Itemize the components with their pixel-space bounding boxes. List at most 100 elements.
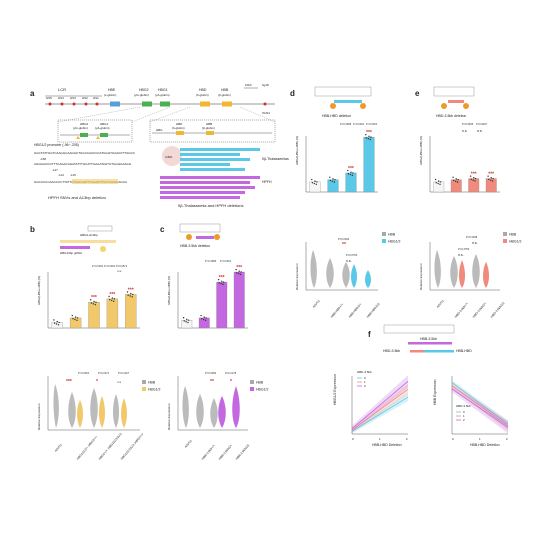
d-pval-2: P<0.0001 <box>353 122 365 126</box>
right-hs-label: 3'HS1 <box>262 111 270 115</box>
c-del-bar <box>196 236 214 239</box>
hs4-mark <box>60 102 64 106</box>
c-dot-0-0 <box>182 317 185 319</box>
e-dot-0-0 <box>434 178 437 181</box>
e-dot-2-2 <box>472 179 474 181</box>
f-right-xlabel: HBB-HBD Deletion <box>470 443 500 447</box>
b-violin-4 <box>90 388 98 428</box>
b-lx-3: HBG1+/+ ;HBG2Δ13/Δ13 <box>98 432 123 461</box>
e-dot-1-4 <box>457 178 459 181</box>
c-legend-hbg-swatch <box>250 387 254 391</box>
e-sig-3: *** <box>488 172 494 178</box>
d-lower-pval-1: P=0.0034 <box>338 237 350 241</box>
b-dot-0-1 <box>57 324 60 326</box>
b-dot-0-4 <box>58 321 60 324</box>
e-del-bar <box>448 100 464 103</box>
f-right-legend-title: HBD-3.5kb <box>456 404 471 408</box>
e-violin-2 <box>450 256 458 288</box>
c-dot-3-2 <box>237 272 240 275</box>
e-dot-3-0 <box>487 175 489 177</box>
thal-del-1 <box>180 148 260 151</box>
d-lx-3: HBB-HBDΔ/+ <box>348 302 363 319</box>
e-violin-1 <box>434 250 441 288</box>
d-sig-2: *** <box>348 166 354 172</box>
f-right-chart <box>451 376 509 435</box>
b-dot-3-5 <box>111 297 114 299</box>
c-upper-chart: *** *** <box>177 265 248 329</box>
hbd-sub: (δ-globin) <box>196 93 209 97</box>
b-dot-2-1 <box>94 303 97 306</box>
d-lower-pval-2: P=0.6750 <box>346 253 358 257</box>
fr-series-2 <box>451 388 509 428</box>
f-left-ylabel: HBG1/2 Expression <box>333 374 337 405</box>
e-ns-1: n.s. <box>462 129 468 133</box>
b-sig-4: *** <box>128 287 134 293</box>
c-bar-1 <box>198 317 210 329</box>
b-dot-1-3 <box>72 318 74 320</box>
e-dot-2-5 <box>473 177 475 179</box>
lcr-label: LCR <box>58 87 66 92</box>
fr-series-0 <box>451 382 509 425</box>
b-ns: n.s. <box>117 269 122 273</box>
c-legend-hbg: HBG1/2 <box>256 388 269 392</box>
d-dot-3-3 <box>365 137 368 139</box>
f-del-bar-2 <box>410 350 424 353</box>
c-sig-3: *** <box>236 265 242 271</box>
b-lx-2: HBG1Δ13/+ ;HBG2+/+ <box>76 435 99 461</box>
fl-series-2 <box>351 380 409 430</box>
b-dot-3-0 <box>108 295 110 298</box>
b-violin-3 <box>77 400 83 428</box>
e-upper-chart: *** *** <box>429 136 500 193</box>
b-legend-hbg: HBG1/2 <box>148 388 161 392</box>
c-lower-pval-1: P=0.0052 <box>205 371 217 375</box>
f-mid-left: HBD-3.5kb <box>383 349 400 353</box>
c-lower-chart <box>177 376 248 431</box>
thal-del-4 <box>180 163 230 166</box>
b-pval-3: P=0.0571 <box>116 264 128 268</box>
b-dot-4-4 <box>132 293 134 296</box>
panel-letter-b: b <box>30 225 35 234</box>
panel-d: d HBB-HBD deletion HBG/(HBG+HBB) (%) ***… <box>290 86 401 319</box>
b-ylabel: HBG/(HBG+HBB) (%) <box>37 276 41 305</box>
thal-del-3 <box>180 158 250 161</box>
b-bar-1 <box>69 317 82 329</box>
hbb-label: HBB <box>221 88 229 92</box>
inset-hbb <box>206 131 214 135</box>
hpfh-group-label: HPFH <box>262 180 272 184</box>
d-violin-3 <box>342 262 350 288</box>
e-violin-5 <box>483 262 489 288</box>
c-pval-2: P<0.0001 <box>220 259 232 263</box>
e-lower-ns-2: n.s. <box>472 241 478 245</box>
f-construct-box <box>383 324 455 334</box>
hs3-mark <box>72 102 76 106</box>
b-bar-4 <box>125 294 137 329</box>
e-cas9-1 <box>441 103 447 109</box>
b-dot-3-1 <box>113 300 115 302</box>
fl-band-2 <box>352 375 408 432</box>
hbe-label: HBE <box>108 88 116 92</box>
c-cas9-1 <box>186 234 192 240</box>
zoom-line-4 <box>239 106 276 123</box>
fl-series-0 <box>351 396 409 432</box>
hpfh-inset: HBG2 HBG1 (γG-globin) (γA-globin) <box>57 119 133 143</box>
e-dot-3-2 <box>489 179 492 181</box>
d-lower-ns: n.s. <box>346 259 352 263</box>
fl-band-0 <box>352 393 408 434</box>
inset-hbb-sub: (β-globin) <box>202 126 215 130</box>
inset-hbd-sub: (δ-globin) <box>172 126 185 130</box>
e-dot-1-1 <box>456 181 459 183</box>
zoom-line-2 <box>131 106 171 123</box>
inset-hbd <box>176 131 184 135</box>
c-construct-box <box>179 223 221 233</box>
e-lower-pval-1: P=0.3048 <box>466 235 478 239</box>
f-left-leg-0: 0 <box>364 376 366 380</box>
b-dot-3-3 <box>109 298 111 301</box>
d-dot-2-2 <box>349 173 352 176</box>
c-violin-4 <box>218 396 226 428</box>
e-pval-2: P=0.9207 <box>476 122 488 126</box>
e-ylabel: HBG/(HBG+HBB) (%) <box>419 136 423 165</box>
del-3-8kb-label: 3.8kb <box>165 155 173 159</box>
e-dot-3-4 <box>492 177 494 180</box>
b-lx-1: AAVS1 <box>54 443 63 453</box>
c-dot-3-3 <box>236 272 238 274</box>
